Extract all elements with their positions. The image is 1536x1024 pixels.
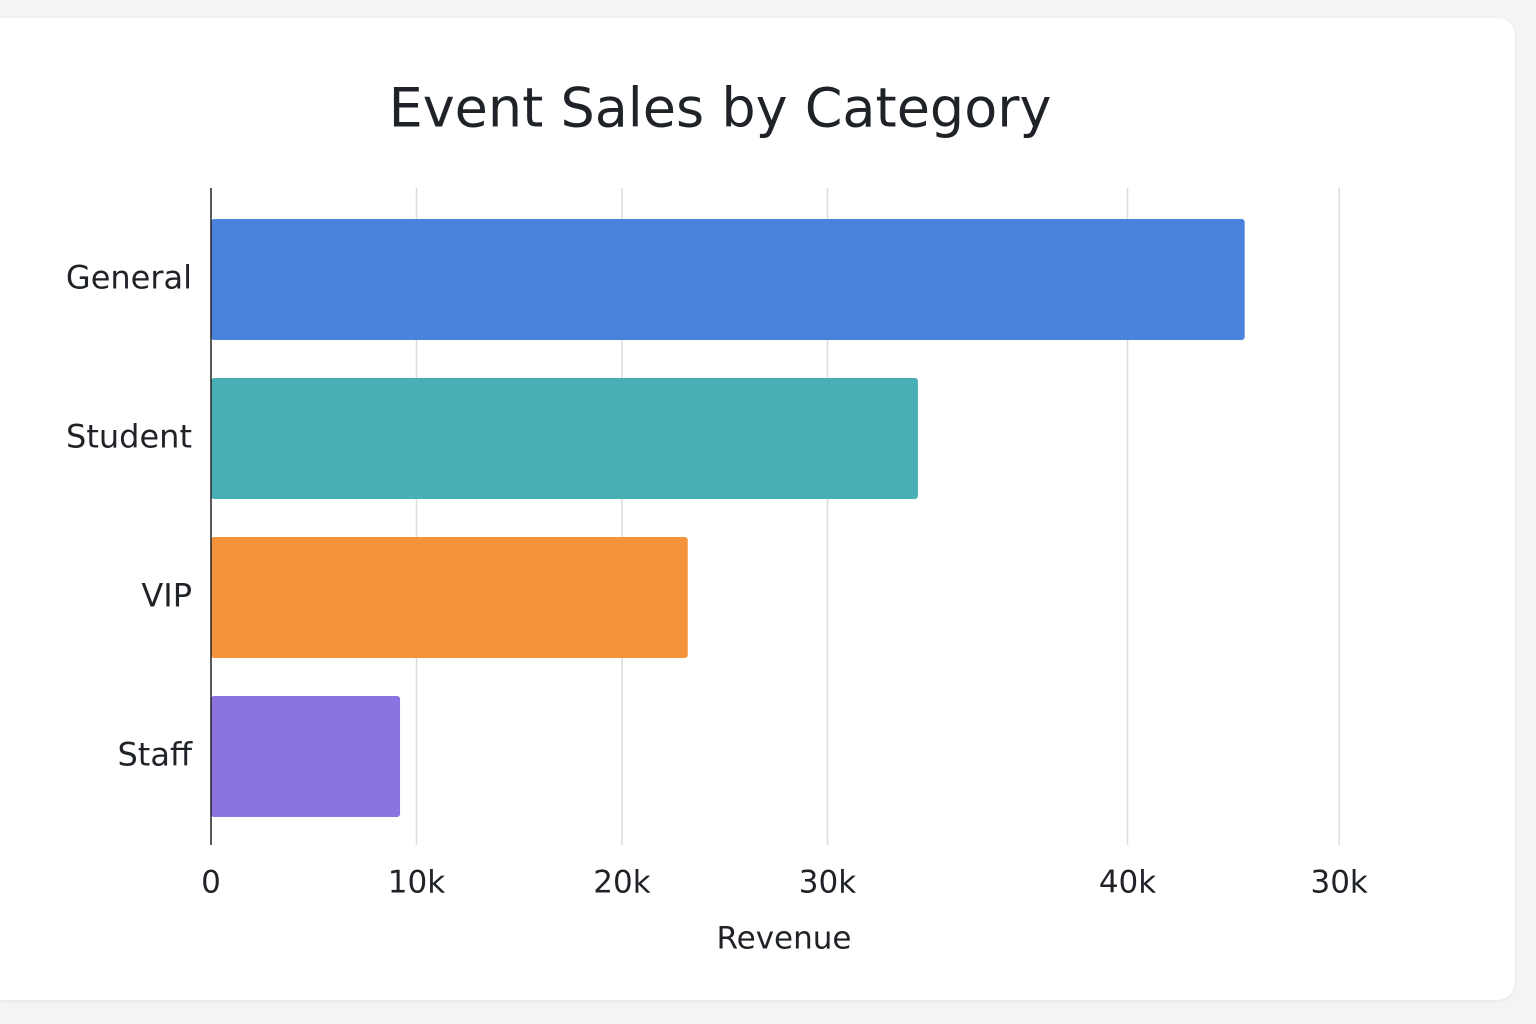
bar	[211, 378, 918, 499]
card	[0, 18, 1515, 1000]
x-tick-label: 0	[201, 865, 221, 901]
bar	[211, 537, 688, 658]
y-tick-label: General	[66, 259, 192, 297]
y-tick-label: VIP	[141, 577, 192, 615]
x-tick-label: 40k	[1099, 865, 1156, 901]
chart-title: Event Sales by Category	[389, 77, 1052, 140]
x-tick-label: 30k	[1310, 865, 1367, 901]
bar	[211, 696, 401, 817]
x-tick-label: 20k	[593, 865, 650, 901]
x-tick-label: 30k	[799, 865, 856, 901]
bar	[211, 219, 1245, 340]
x-axis-label: Revenue	[716, 921, 851, 957]
y-tick-label: Student	[66, 418, 192, 456]
y-tick-label: Staff	[117, 736, 192, 774]
x-tick-label: 10k	[388, 865, 445, 901]
